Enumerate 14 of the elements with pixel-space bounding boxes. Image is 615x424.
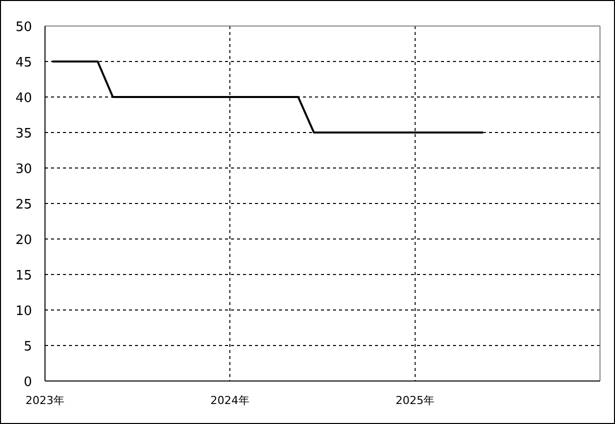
x-tick-label: 2023年 [26,394,64,407]
y-tick-label: 40 [15,91,32,106]
x-tick-label: 2024年 [210,394,250,407]
y-tick-label: 15 [15,268,32,284]
y-tick-label: 5 [24,340,32,354]
y-tick-label: 30 [15,162,32,177]
x-tick-label: 2025年 [396,394,435,407]
y-tick-label: 45 [15,56,32,70]
y-tick-label: 0 [24,375,32,390]
y-tick-label: 35 [15,126,32,142]
y-tick-label: 10 [15,304,32,319]
y-tick-label: 50 [15,20,32,35]
y-tick-label: 25 [15,198,32,212]
y-tick-label: 20 [15,233,32,248]
